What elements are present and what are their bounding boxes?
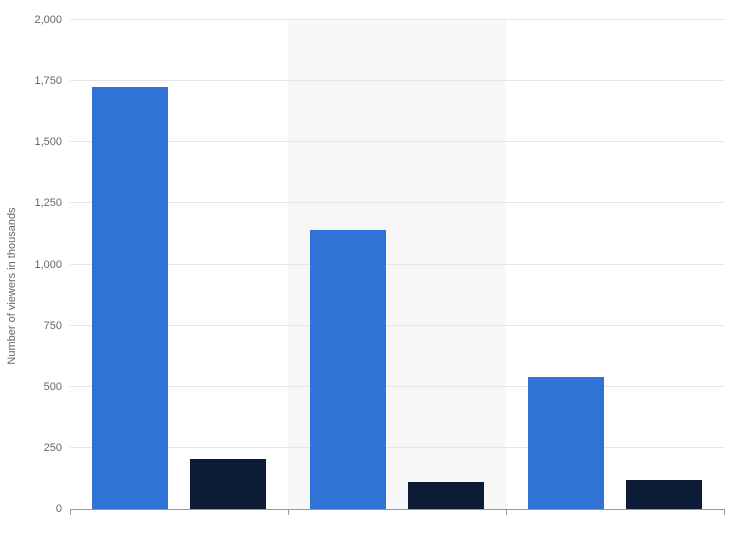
bar-series-b (190, 459, 265, 509)
chart-container: Number of viewers in thousands 025050075… (0, 0, 754, 560)
gridline (70, 386, 724, 387)
x-tick-mark (288, 509, 289, 515)
y-tick-label: 1,250 (34, 197, 62, 209)
y-tick-label: 1,000 (34, 259, 62, 271)
gridline (70, 80, 724, 81)
gridline (70, 202, 724, 203)
gridline (70, 447, 724, 448)
y-tick-label: 1,500 (34, 136, 62, 148)
y-tick-label: 2,000 (34, 14, 62, 26)
y-tick-label: 750 (44, 320, 62, 332)
gridline (70, 325, 724, 326)
y-axis-label: Number of viewers in thousands (6, 207, 18, 364)
gridline (70, 264, 724, 265)
bar-series-a (528, 377, 603, 509)
gridline (70, 19, 724, 20)
bar-series-b (408, 482, 483, 509)
plot-area: 02505007501,0001,2501,5001,7502,000 (70, 20, 724, 510)
y-tick-label: 1,750 (34, 75, 62, 87)
bar-series-a (310, 230, 385, 509)
bar-series-b (626, 480, 701, 509)
gridline (70, 141, 724, 142)
x-tick-mark (506, 509, 507, 515)
y-tick-label: 500 (44, 381, 62, 393)
y-tick-label: 0 (56, 503, 62, 515)
y-tick-label: 250 (44, 442, 62, 454)
x-tick-mark (70, 509, 71, 515)
x-tick-mark (724, 509, 725, 515)
bar-series-a (92, 87, 167, 509)
